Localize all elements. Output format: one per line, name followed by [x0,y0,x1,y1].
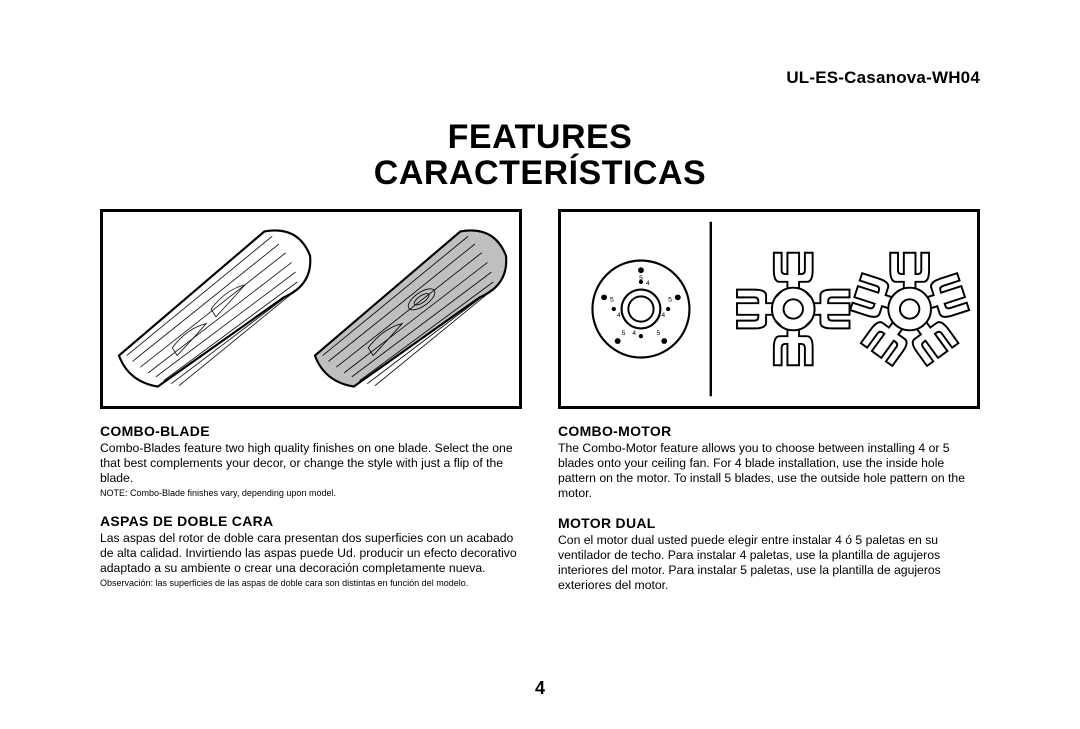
svg-text:5: 5 [622,331,626,338]
svg-text:4: 4 [646,280,650,287]
combo-motor-svg: 5 5 5 5 5 4 4 4 4 [561,212,977,406]
model-code: UL-ES-Casanova-WH04 [786,68,980,88]
title-block: FEATURES CARACTERÍSTICAS [100,120,980,191]
combo-blade-body-en: Combo-Blades feature two high quality fi… [100,441,522,486]
combo-blade-en: COMBO-BLADE Combo-Blades feature two hig… [100,423,522,499]
columns: COMBO-BLADE Combo-Blades feature two hig… [100,209,980,592]
svg-text:5: 5 [668,297,672,304]
manual-page: UL-ES-Casanova-WH04 FEATURES CARACTERÍST… [0,0,1080,729]
svg-text:5: 5 [657,331,661,338]
combo-blade-body-es: Las aspas del rotor de doble cara presen… [100,531,522,576]
combo-blade-note-en: NOTE: Combo-Blade finishes vary, dependi… [100,488,522,499]
combo-motor-body-en: The Combo-Motor feature allows you to ch… [558,441,980,501]
combo-motor-heading-en: COMBO-MOTOR [558,423,980,439]
page-number: 4 [0,678,1080,699]
left-column: COMBO-BLADE Combo-Blades feature two hig… [100,209,522,592]
combo-blade-figure [100,209,522,409]
svg-text:4: 4 [661,312,665,319]
title-line-2: CARACTERÍSTICAS [100,156,980,192]
combo-blade-heading-en: COMBO-BLADE [100,423,522,439]
combo-motor-figure: 5 5 5 5 5 4 4 4 4 [558,209,980,409]
combo-motor-es: MOTOR DUAL Con el motor dual usted puede… [558,515,980,593]
combo-blade-es: ASPAS DE DOBLE CARA Las aspas del rotor … [100,513,522,589]
combo-blade-heading-es: ASPAS DE DOBLE CARA [100,513,522,529]
combo-motor-heading-es: MOTOR DUAL [558,515,980,531]
right-column: 5 5 5 5 5 4 4 4 4 [558,209,980,592]
combo-blade-svg [103,212,519,406]
svg-text:5: 5 [610,297,614,304]
combo-motor-body-es: Con el motor dual usted puede elegir ent… [558,533,980,593]
svg-text:4: 4 [617,312,621,319]
svg-text:4: 4 [632,331,636,338]
combo-blade-note-es: Observación: las superficies de las aspa… [100,578,522,589]
combo-motor-en: COMBO-MOTOR The Combo-Motor feature allo… [558,423,980,501]
title-line-1: FEATURES [100,120,980,156]
